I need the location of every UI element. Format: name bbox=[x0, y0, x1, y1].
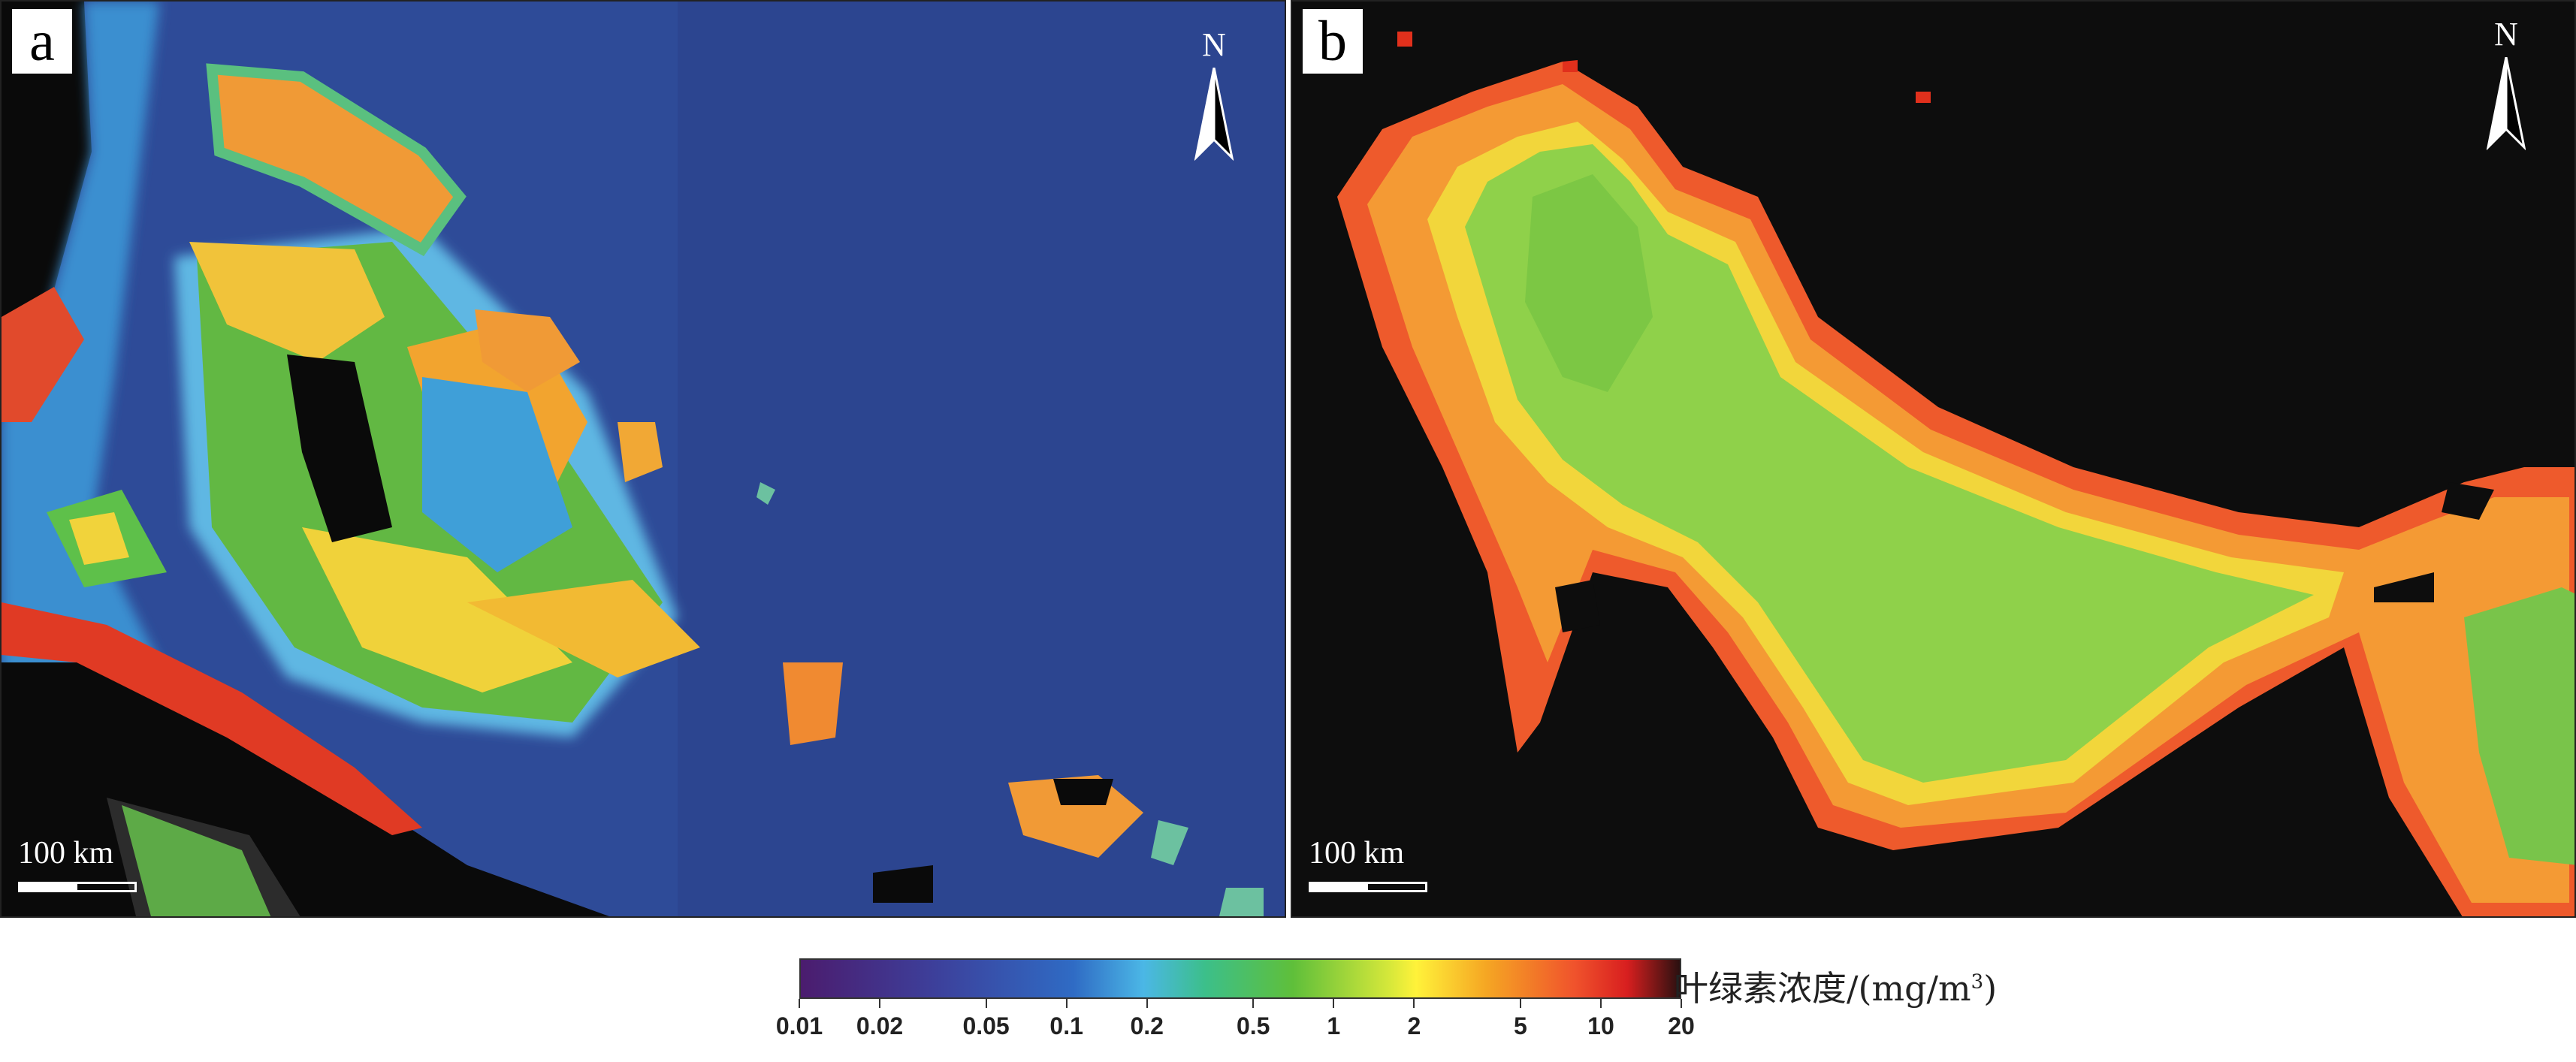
colorbar-tick-mark bbox=[1146, 999, 1148, 1008]
north-arrow-icon bbox=[2487, 57, 2526, 151]
north-arrow-b: N bbox=[2476, 15, 2536, 158]
colorbar-legend: 0.01 0.02 0.05 0.1 0.2 0.5 1 2 5 10 20 bbox=[776, 954, 1695, 1059]
north-letter-a: N bbox=[1202, 26, 1226, 63]
colorbar-tick-mark bbox=[1065, 999, 1068, 1008]
colorbar-tick-mark bbox=[1599, 999, 1602, 1008]
north-arrow-a: N bbox=[1184, 26, 1244, 168]
colorbar-tick-mark bbox=[985, 999, 987, 1008]
panel-label-b: b bbox=[1303, 9, 1363, 74]
scale-bar-icon bbox=[18, 882, 137, 892]
colorbar-tick-label: 0.05 bbox=[962, 1012, 1010, 1039]
colorbar-tick-mark bbox=[879, 999, 881, 1008]
colorbar-tick-mark bbox=[1413, 999, 1415, 1008]
colorbar-tick-label: 0.2 bbox=[1130, 1012, 1164, 1039]
north-arrow-icon bbox=[1194, 68, 1234, 161]
scale-bar-icon bbox=[1309, 882, 1427, 892]
colorbar-title: 叶绿素浓度/(mg/m3) bbox=[1674, 961, 1997, 1011]
colorbar-title-text: 叶绿素浓度/(mg/m bbox=[1674, 968, 1971, 1009]
map-panel-a: a N 100 km bbox=[0, 0, 1286, 918]
colorbar-tick-label: 0.5 bbox=[1236, 1012, 1270, 1039]
chlorophyll-map-a bbox=[2, 2, 1285, 916]
scale-label-a: 100 km bbox=[18, 836, 114, 870]
colorbar-tick-label: 0.1 bbox=[1049, 1012, 1083, 1039]
colorbar-title-sup: 3 bbox=[1971, 970, 1984, 994]
colorbar-tick-label: 2 bbox=[1407, 1012, 1421, 1039]
north-letter-b: N bbox=[2494, 16, 2518, 53]
scale-label-b: 100 km bbox=[1309, 836, 1405, 870]
panel-label-a: a bbox=[12, 9, 72, 74]
colorbar-tick-label: 0.01 bbox=[775, 1012, 823, 1039]
colorbar-title-close: ) bbox=[1983, 968, 1998, 1009]
colorbar bbox=[799, 958, 1681, 999]
scale-bar-b: 100 km bbox=[1309, 835, 1436, 892]
colorbar-tick-mark bbox=[799, 999, 800, 1008]
scale-bar-a: 100 km bbox=[18, 835, 146, 892]
map-panel-b: b N 100 km bbox=[1291, 0, 2576, 918]
colorbar-tick-mark bbox=[1681, 999, 1682, 1008]
colorbar-tick-mark bbox=[1252, 999, 1255, 1008]
colorbar-tick-label: 0.02 bbox=[856, 1012, 904, 1039]
colorbar-tick-mark bbox=[1333, 999, 1335, 1008]
colorbar-tick-label: 5 bbox=[1513, 1012, 1527, 1039]
colorbar-tick-label: 20 bbox=[1668, 1012, 1695, 1039]
colorbar-tick-label: 10 bbox=[1587, 1012, 1614, 1039]
chlorophyll-map-b bbox=[1292, 2, 2574, 916]
colorbar-tick-mark bbox=[1519, 999, 1521, 1008]
colorbar-tick-label: 1 bbox=[1327, 1012, 1341, 1039]
